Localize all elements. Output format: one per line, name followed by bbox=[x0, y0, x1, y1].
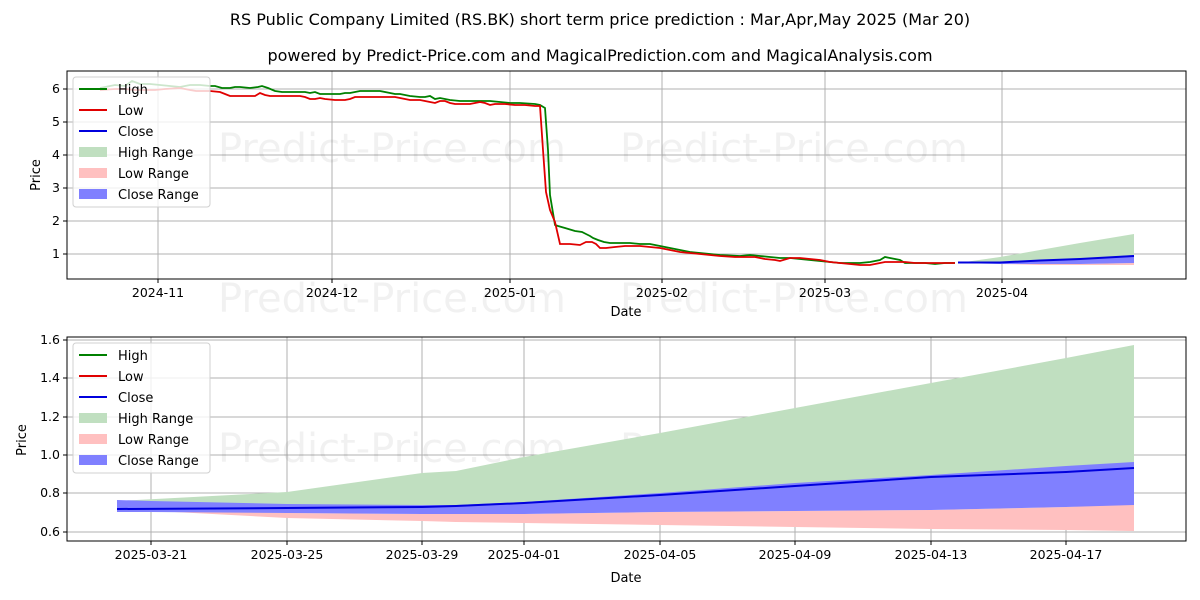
top-xtick-marks bbox=[157, 279, 1003, 283]
ytick-label: 1.4 bbox=[40, 370, 60, 385]
ytick-label: 0.8 bbox=[40, 485, 60, 500]
legend-low-range-swatch bbox=[79, 434, 107, 444]
xtick-label: 2025-04 bbox=[976, 285, 1028, 300]
ytick-label: 3 bbox=[52, 180, 60, 195]
legend-box bbox=[72, 342, 211, 474]
legend-low-range-swatch bbox=[79, 168, 107, 178]
legend-high-label: High bbox=[118, 349, 148, 364]
chart-subtitle: powered by Predict-Price.com and Magical… bbox=[267, 46, 933, 65]
bottom-high-range-area bbox=[117, 345, 1134, 509]
xtick-label: 2025-04-09 bbox=[759, 547, 832, 562]
xtick-label: 2025-02 bbox=[636, 285, 688, 300]
top-high-line bbox=[99, 79, 955, 265]
legend-high-range-swatch bbox=[79, 413, 107, 423]
bottom-y-axis-label: Price bbox=[15, 424, 30, 456]
bottom-ytick-labels: 0.6 0.8 1.0 1.2 1.4 1.6 bbox=[40, 332, 60, 539]
bottom-close-range-area bbox=[117, 462, 1134, 514]
legend-close-range-swatch bbox=[79, 189, 107, 199]
ytick-label: 4 bbox=[52, 147, 60, 162]
watermark: Predict-Price.com bbox=[620, 126, 968, 172]
legend-low-range-label: Low Range bbox=[118, 167, 189, 182]
legend-low-range-label: Low Range bbox=[118, 433, 189, 448]
legend-high-range-label: High Range bbox=[118, 146, 193, 161]
top-legend: High Low Close High Range Low Range Clos… bbox=[72, 76, 211, 208]
top-close-line bbox=[958, 255, 1135, 264]
ytick-label: 1.6 bbox=[40, 332, 60, 347]
xtick-label: 2025-04-17 bbox=[1030, 547, 1103, 562]
legend-close-range-label: Close Range bbox=[118, 454, 199, 469]
xtick-label: 2025-03 bbox=[799, 285, 851, 300]
top-x-axis-label: Date bbox=[610, 305, 641, 320]
legend-low-label: Low bbox=[118, 370, 144, 385]
ytick-label: 2 bbox=[52, 213, 60, 228]
ytick-label: 0.6 bbox=[40, 524, 60, 539]
top-y-axis-label: Price bbox=[29, 159, 44, 191]
bottom-legend: High Low Close High Range Low Range Clos… bbox=[72, 342, 211, 474]
chart-title: RS Public Company Limited (RS.BK) short … bbox=[229, 10, 971, 29]
legend-low-label: Low bbox=[118, 104, 144, 119]
legend-close-range-swatch bbox=[79, 455, 107, 465]
xtick-label: 2025-03-25 bbox=[251, 547, 324, 562]
bottom-x-axis-label: Date bbox=[610, 571, 641, 586]
bottom-low-range-area bbox=[117, 504, 1134, 531]
top-close-range-area bbox=[958, 255, 1134, 264]
ytick-label: 1.0 bbox=[40, 447, 60, 462]
xtick-label: 2025-03-29 bbox=[386, 547, 459, 562]
legend-box bbox=[72, 76, 211, 208]
watermark: Predict-Price.com bbox=[218, 276, 566, 322]
ytick-label: 1.2 bbox=[40, 409, 60, 424]
bottom-xtick-marks bbox=[150, 541, 1067, 545]
xtick-label: 2025-04-13 bbox=[895, 547, 968, 562]
xtick-label: 2025-04-01 bbox=[488, 547, 561, 562]
ytick-label: 6 bbox=[52, 81, 60, 96]
top-axes-frame bbox=[66, 70, 1187, 280]
legend-high-range-label: High Range bbox=[118, 412, 193, 427]
legend-close-label: Close bbox=[118, 391, 153, 406]
top-low-line bbox=[99, 87, 955, 266]
watermark: Predict-Price.com bbox=[620, 276, 968, 322]
top-high-range-area bbox=[958, 234, 1134, 263]
bottom-close-line bbox=[116, 467, 1135, 510]
xtick-label: 2025-04-05 bbox=[624, 547, 697, 562]
legend-high-range-swatch bbox=[79, 147, 107, 157]
top-grid bbox=[67, 71, 1186, 279]
xtick-label: 2024-12 bbox=[306, 285, 358, 300]
ytick-label: 1 bbox=[52, 246, 60, 261]
top-ytick-labels: 1 2 3 4 5 6 bbox=[52, 81, 60, 261]
xtick-label: 2025-01 bbox=[484, 285, 536, 300]
xtick-label: 2024-11 bbox=[132, 285, 184, 300]
bottom-xtick-labels: 2025-03-21 2025-03-25 2025-03-29 2025-04… bbox=[115, 547, 1103, 562]
top-ytick-marks bbox=[63, 88, 67, 255]
top-chart: Predict-Price.com Predict-Price.com Pred… bbox=[29, 70, 1187, 322]
legend-high-label: High bbox=[118, 83, 148, 98]
ytick-label: 5 bbox=[52, 114, 60, 129]
bottom-chart: Predict-Price.com Predict-Price.com 0.6 … bbox=[15, 332, 1187, 586]
bottom-ytick-marks bbox=[63, 339, 67, 533]
bottom-axes-frame bbox=[66, 336, 1187, 542]
xtick-label: 2025-03-21 bbox=[115, 547, 188, 562]
legend-close-range-label: Close Range bbox=[118, 188, 199, 203]
top-xtick-labels: 2024-11 2024-12 2025-01 2025-02 2025-03 … bbox=[132, 285, 1028, 300]
watermark: Predict-Price.com bbox=[218, 126, 566, 172]
legend-close-label: Close bbox=[118, 125, 153, 140]
